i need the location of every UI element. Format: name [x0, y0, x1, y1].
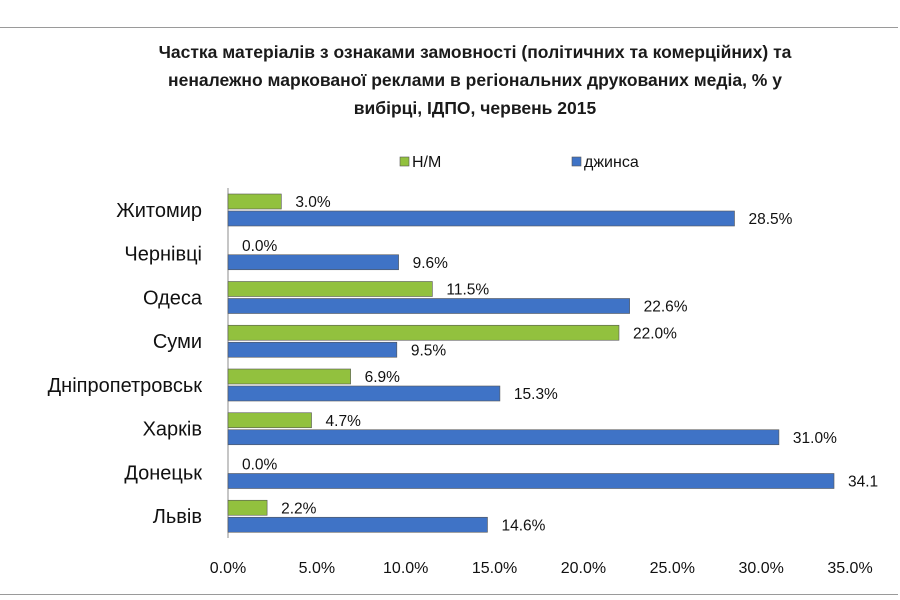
data-label: 28.5%	[748, 211, 792, 228]
category-label: Донецьк	[124, 462, 202, 484]
x-tick-label: 35.0%	[827, 560, 872, 577]
bar-dzhynsa	[227, 254, 399, 271]
x-tick-label: 10.0%	[383, 560, 428, 577]
bar-nm	[227, 324, 620, 341]
data-label: 22.0%	[633, 325, 677, 342]
chart-title-line-1: Частка матеріалів з ознаками замовності …	[158, 42, 792, 62]
category-label: Чернівці	[124, 244, 202, 266]
category-label: Харків	[143, 419, 202, 441]
data-label: 6.9%	[365, 369, 401, 386]
bar-nm	[227, 193, 282, 210]
data-label: 2.2%	[281, 500, 317, 517]
x-tick-label: 30.0%	[738, 560, 783, 577]
data-label: 31.0%	[793, 430, 837, 447]
data-label: 0.0%	[242, 238, 278, 255]
chart-title: Частка матеріалів з ознаками замовності …	[60, 38, 890, 122]
category-label: Львів	[153, 506, 202, 528]
bar-dzhynsa	[227, 298, 630, 314]
bar-dzhynsa	[227, 429, 780, 446]
bar-nm	[227, 499, 268, 516]
legend-swatch	[399, 156, 410, 167]
x-tick-label: 20.0%	[561, 560, 606, 577]
data-label: 15.3%	[514, 386, 558, 403]
bar-dzhynsa	[227, 473, 835, 489]
bar-dzhynsa	[227, 516, 488, 533]
data-label: 4.7%	[326, 413, 362, 430]
frame-top-border	[0, 27, 898, 28]
data-label: 22.6%	[644, 299, 688, 316]
chart-title-line-3: вибірці, ІДПО, червень 2015	[353, 98, 597, 118]
legend-label: Н/М	[412, 154, 441, 171]
x-tick-label: 15.0%	[472, 560, 517, 577]
data-label: 9.6%	[413, 255, 449, 272]
bar-dzhynsa	[227, 385, 501, 402]
frame-bottom-border	[0, 594, 898, 595]
category-label: Суми	[153, 331, 202, 353]
x-tick-label: 0.0%	[210, 560, 246, 577]
category-label: Одеса	[143, 287, 203, 309]
data-label: 34.1	[848, 474, 878, 491]
data-label: 14.6%	[501, 517, 545, 534]
data-label: 11.5%	[446, 282, 489, 299]
legend-label: джинса	[584, 154, 639, 171]
bar-dzhynsa	[227, 341, 398, 358]
x-tick-label: 5.0%	[299, 560, 335, 577]
category-label: Дніпропетровськ	[48, 375, 203, 397]
data-label: 3.0%	[295, 194, 331, 211]
chart-title-line-2: неналежно маркованої реклами в регіональ…	[168, 70, 782, 90]
bar-nm	[227, 412, 312, 429]
bar-dzhynsa	[227, 210, 735, 227]
category-label: Житомир	[116, 200, 202, 222]
bar-nm	[227, 368, 351, 385]
legend-swatch	[571, 156, 582, 167]
bar-nm	[227, 281, 433, 297]
x-tick-label: 25.0%	[650, 560, 695, 577]
data-label: 0.0%	[242, 457, 278, 474]
data-label: 9.5%	[411, 342, 447, 359]
